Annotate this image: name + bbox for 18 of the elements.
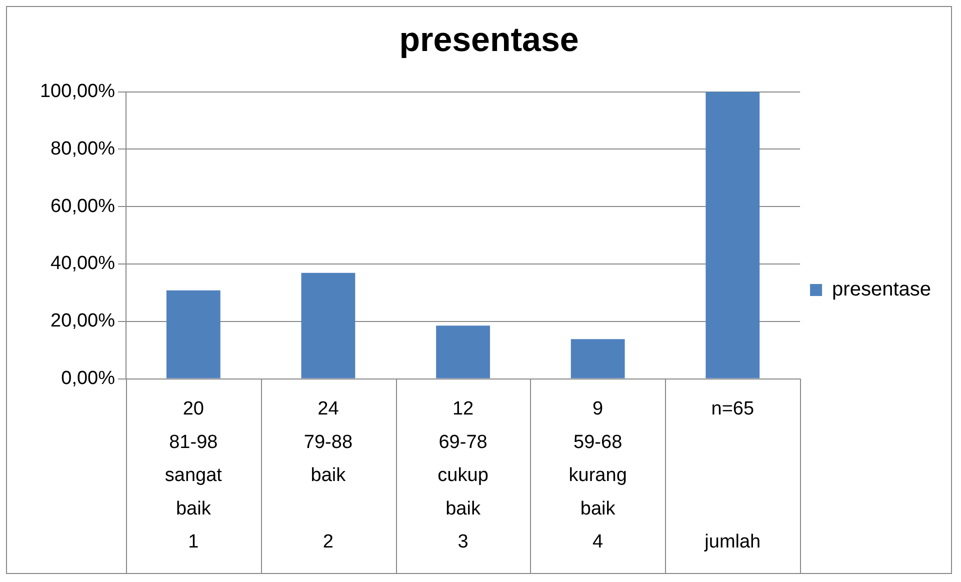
- y-tick-label: 40,00%: [50, 253, 116, 274]
- y-tick-label: 100,00%: [40, 81, 116, 102]
- category-label: n=65 jumlah: [704, 398, 761, 553]
- category-label: 24 79-88 baik 2: [304, 398, 353, 553]
- bar: [301, 272, 356, 378]
- y-tick-label: 20,00%: [50, 310, 116, 332]
- x-tick-label: 20 81-98 sangat baik 1: [164, 398, 223, 553]
- y-tick-label: 0,00%: [61, 368, 116, 389]
- bar: [436, 326, 490, 378]
- legend-label: presentase: [832, 278, 932, 301]
- chart-title: presentase: [399, 20, 579, 59]
- x-tick-label: 12 69-78 cukup baik 3: [438, 398, 488, 553]
- y-tick-label: 60,00%: [50, 196, 116, 217]
- bar: [570, 339, 625, 378]
- bar: [166, 290, 220, 378]
- x-tick-label: 9 59-68 kurang baik 4: [568, 398, 627, 553]
- bar: [706, 92, 760, 378]
- y-tick-label: 80,00%: [50, 138, 116, 160]
